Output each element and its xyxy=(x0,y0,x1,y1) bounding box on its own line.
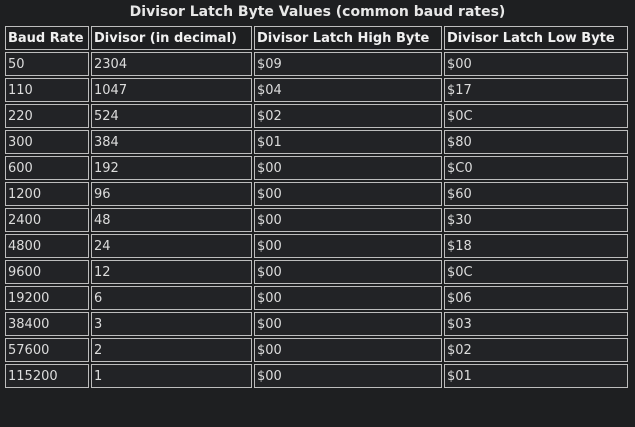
cell-divisor: 2 xyxy=(91,338,252,362)
cell-baud-rate: 300 xyxy=(5,130,89,154)
cell-baud-rate: 19200 xyxy=(5,286,89,310)
cell-divisor: 48 xyxy=(91,208,252,232)
cell-divisor: 1047 xyxy=(91,78,252,102)
table-row: 1200 96 $00 $60 xyxy=(5,182,628,206)
cell-divisor: 384 xyxy=(91,130,252,154)
cell-baud-rate: 4800 xyxy=(5,234,89,258)
cell-low-byte: $06 xyxy=(444,286,628,310)
cell-low-byte: $C0 xyxy=(444,156,628,180)
cell-baud-rate: 2400 xyxy=(5,208,89,232)
cell-divisor: 524 xyxy=(91,104,252,128)
cell-baud-rate: 110 xyxy=(5,78,89,102)
cell-low-byte: $80 xyxy=(444,130,628,154)
table-row: 600 192 $00 $C0 xyxy=(5,156,628,180)
cell-high-byte: $00 xyxy=(254,208,442,232)
cell-divisor: 3 xyxy=(91,312,252,336)
table-row: 2400 48 $00 $30 xyxy=(5,208,628,232)
table-row: 19200 6 $00 $06 xyxy=(5,286,628,310)
table-row: 9600 12 $00 $0C xyxy=(5,260,628,284)
cell-baud-rate: 220 xyxy=(5,104,89,128)
cell-baud-rate: 115200 xyxy=(5,364,89,388)
cell-low-byte: $0C xyxy=(444,260,628,284)
cell-low-byte: $30 xyxy=(444,208,628,232)
cell-low-byte: $0C xyxy=(444,104,628,128)
cell-divisor: 12 xyxy=(91,260,252,284)
cell-high-byte: $00 xyxy=(254,156,442,180)
cell-low-byte: $18 xyxy=(444,234,628,258)
table-header-row: Baud Rate Divisor (in decimal) Divisor L… xyxy=(5,26,628,50)
cell-baud-rate: 9600 xyxy=(5,260,89,284)
header-high-byte: Divisor Latch High Byte xyxy=(254,26,442,50)
table-row: 115200 1 $00 $01 xyxy=(5,364,628,388)
table-row: 57600 2 $00 $02 xyxy=(5,338,628,362)
cell-divisor: 96 xyxy=(91,182,252,206)
cell-high-byte: $09 xyxy=(254,52,442,76)
cell-baud-rate: 38400 xyxy=(5,312,89,336)
table-row: 110 1047 $04 $17 xyxy=(5,78,628,102)
cell-divisor: 192 xyxy=(91,156,252,180)
cell-high-byte: $02 xyxy=(254,104,442,128)
cell-baud-rate: 57600 xyxy=(5,338,89,362)
cell-high-byte: $00 xyxy=(254,286,442,310)
cell-high-byte: $01 xyxy=(254,130,442,154)
cell-high-byte: $00 xyxy=(254,260,442,284)
cell-high-byte: $04 xyxy=(254,78,442,102)
cell-baud-rate: 600 xyxy=(5,156,89,180)
header-low-byte: Divisor Latch Low Byte xyxy=(444,26,628,50)
cell-baud-rate: 50 xyxy=(5,52,89,76)
table-row: 38400 3 $00 $03 xyxy=(5,312,628,336)
table-row: 50 2304 $09 $00 xyxy=(5,52,628,76)
cell-high-byte: $00 xyxy=(254,234,442,258)
cell-high-byte: $00 xyxy=(254,312,442,336)
header-divisor: Divisor (in decimal) xyxy=(91,26,252,50)
cell-divisor: 24 xyxy=(91,234,252,258)
cell-baud-rate: 1200 xyxy=(5,182,89,206)
cell-low-byte: $01 xyxy=(444,364,628,388)
cell-low-byte: $17 xyxy=(444,78,628,102)
cell-divisor: 1 xyxy=(91,364,252,388)
cell-high-byte: $00 xyxy=(254,182,442,206)
cell-divisor: 2304 xyxy=(91,52,252,76)
cell-low-byte: $03 xyxy=(444,312,628,336)
table-row: 4800 24 $00 $18 xyxy=(5,234,628,258)
header-baud-rate: Baud Rate xyxy=(5,26,89,50)
table-row: 300 384 $01 $80 xyxy=(5,130,628,154)
table-caption: Divisor Latch Byte Values (common baud r… xyxy=(129,4,506,20)
table-row: 220 524 $02 $0C xyxy=(5,104,628,128)
cell-low-byte: $00 xyxy=(444,52,628,76)
cell-low-byte: $60 xyxy=(444,182,628,206)
divisor-latch-table: Baud Rate Divisor (in decimal) Divisor L… xyxy=(3,24,630,390)
cell-high-byte: $00 xyxy=(254,364,442,388)
cell-divisor: 6 xyxy=(91,286,252,310)
cell-low-byte: $02 xyxy=(444,338,628,362)
cell-high-byte: $00 xyxy=(254,338,442,362)
